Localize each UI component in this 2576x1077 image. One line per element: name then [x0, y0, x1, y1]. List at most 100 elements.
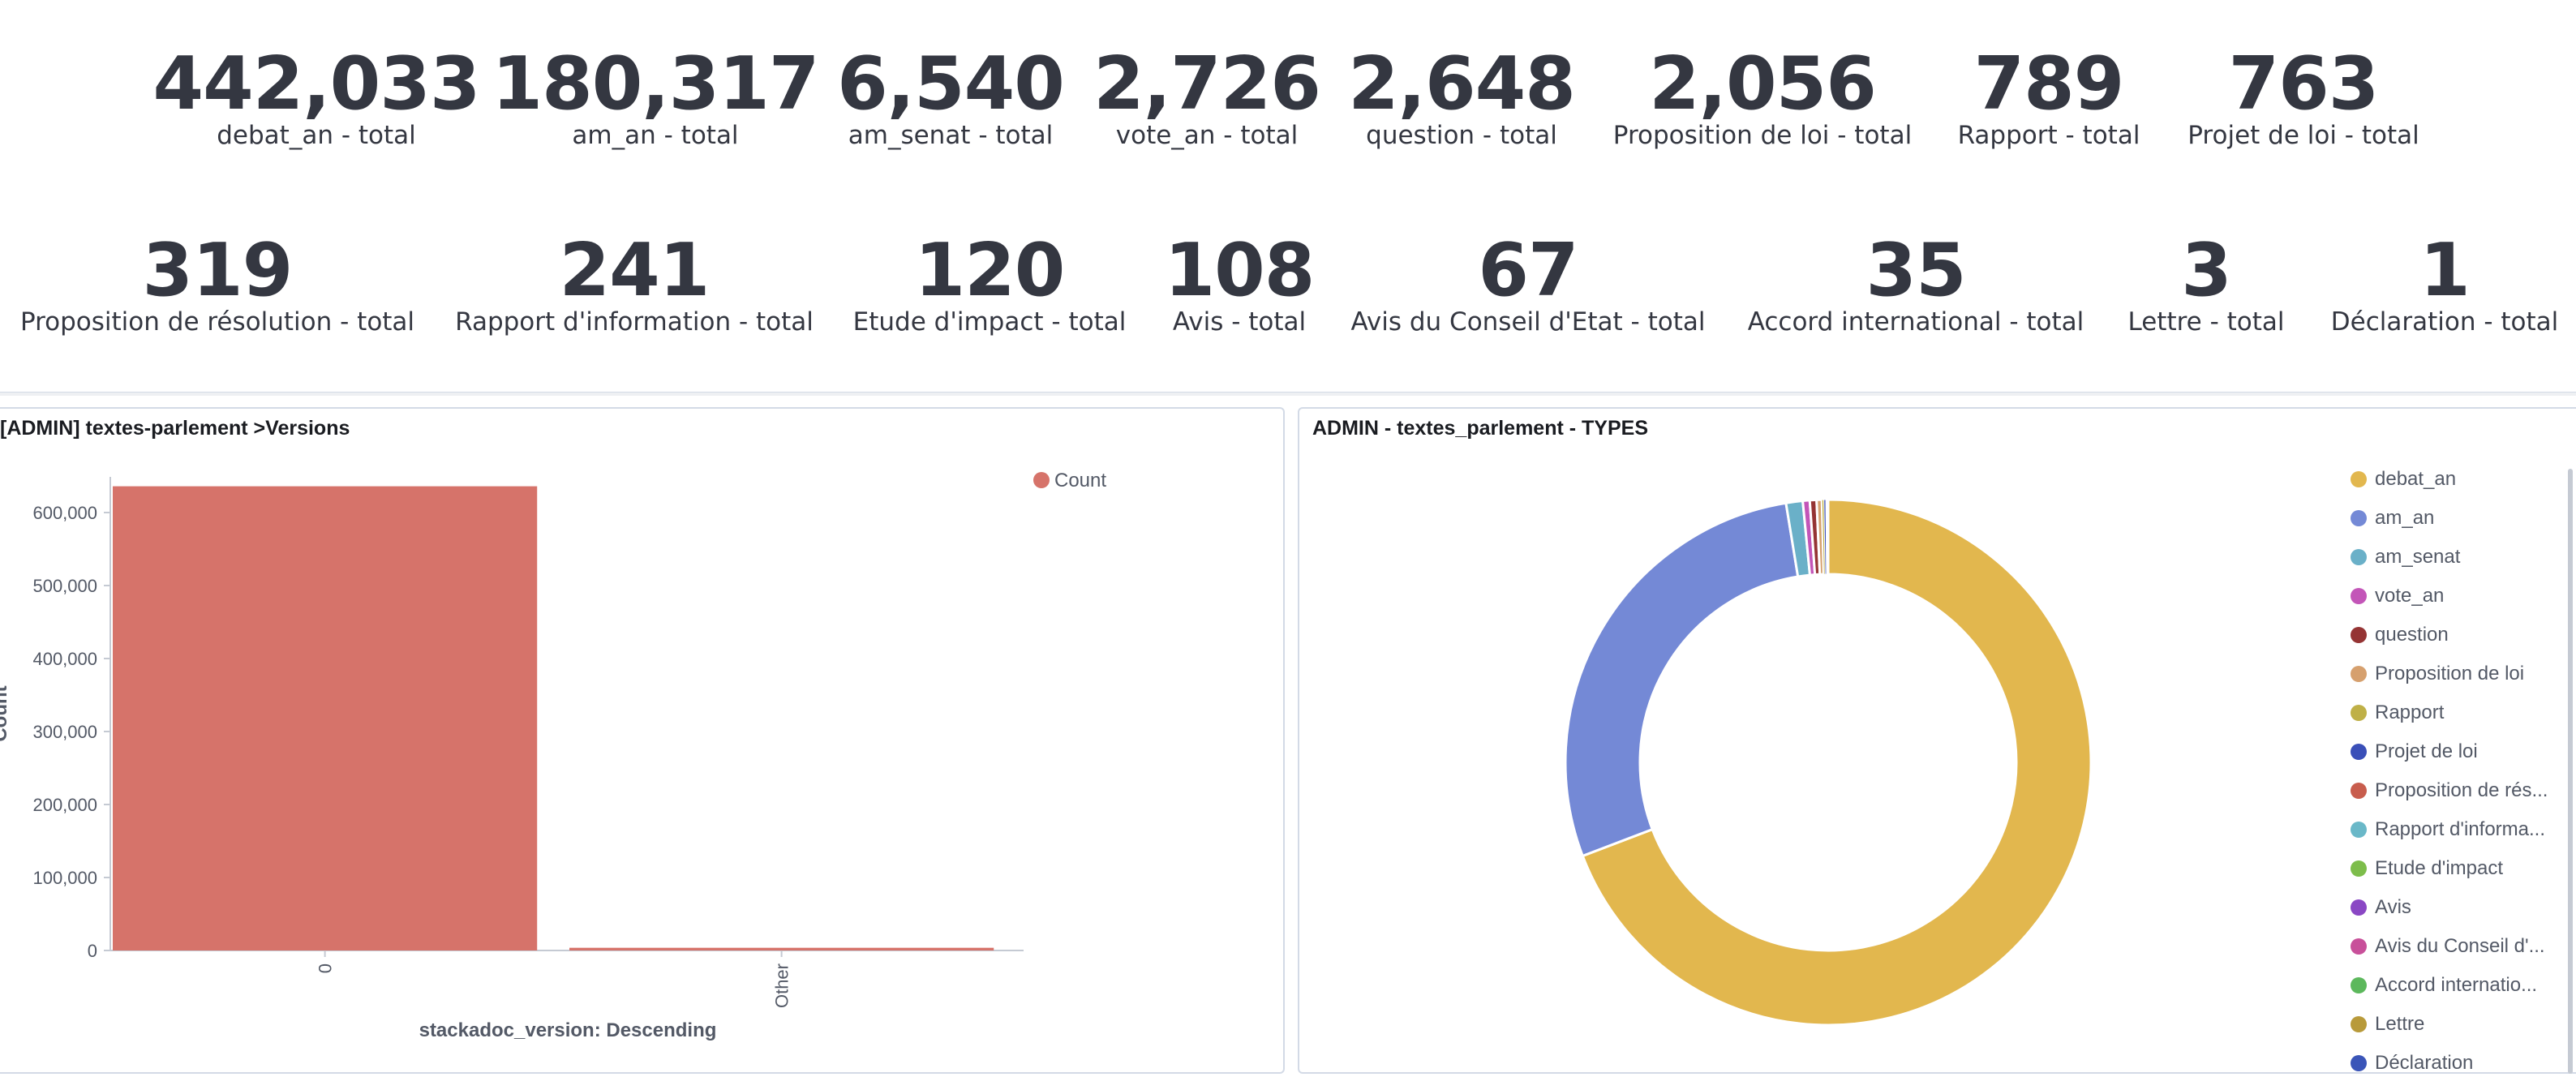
legend-scrollbar[interactable] [2568, 469, 2573, 1074]
metric-value: 2,726 [1093, 47, 1320, 122]
legend-dot [2351, 783, 2367, 799]
versions-bar-chart: 0 100,000 200,000 300,000 400,000 500,000 600,… [0, 438, 1282, 1071]
legend-dot [2351, 899, 2367, 916]
legend-label: am_an [2375, 504, 2561, 532]
metric-value: 241 [455, 234, 814, 308]
metric-label: Etude d'impact - total [853, 308, 1127, 336]
types-donut-chart [1541, 478, 2109, 1046]
legend-dot [2351, 588, 2367, 604]
y-tick-label: 500,000 [32, 576, 97, 596]
legend-label: Déclaration [2375, 1049, 2561, 1077]
metric-label: question - total [1348, 122, 1575, 149]
metric-value: 120 [853, 234, 1127, 308]
metric-label: am_senat - total [837, 122, 1064, 149]
metric-value: 35 [1748, 234, 2084, 308]
legend-dot [2351, 1055, 2367, 1071]
metric-value: 763 [2187, 47, 2419, 122]
versions-panel-title: [ADMIN] textes-parlement >Versions [0, 417, 350, 440]
metric-label: Déclaration - total [2331, 308, 2559, 336]
y-tick-label: 100,000 [32, 868, 97, 888]
metric-value: 789 [1958, 47, 2140, 122]
y-tick-label: 400,000 [32, 649, 97, 669]
legend-dot [2351, 977, 2367, 993]
y-tick-label: 600,000 [32, 503, 97, 523]
legend-label: Avis du Conseil d'... [2375, 933, 2561, 960]
legend-label: debat_an [2375, 466, 2561, 493]
legend-label: Lettre [2375, 1010, 2561, 1038]
legend-dot [2351, 822, 2367, 838]
legend-dot [2351, 549, 2367, 565]
legend-label: Count [1054, 470, 1106, 491]
metric-label: Rapport - total [1958, 122, 2140, 149]
donut-slice [1565, 503, 1798, 856]
types-panel-title: ADMIN - textes_parlement - TYPES [1312, 417, 1648, 440]
metric-value: 67 [1351, 234, 1706, 308]
section-divider [0, 392, 2576, 396]
metric-label: Lettre - total [2127, 308, 2284, 336]
metric-label: Avis du Conseil d'Etat - total [1351, 308, 1706, 336]
legend-label: vote_an [2375, 582, 2561, 610]
metric-value: 1 [2331, 234, 2559, 308]
legend-label: Rapport d'informa... [2375, 816, 2561, 843]
metric-label: Avis - total [1165, 308, 1315, 336]
legend-label: am_senat [2375, 543, 2561, 571]
legend-label: Etude d'impact [2375, 855, 2561, 882]
legend-dot [2351, 705, 2367, 721]
y-tick-label: 0 [88, 941, 97, 961]
metric-label: Rapport d'information - total [455, 308, 814, 336]
metric-value: 319 [20, 234, 414, 308]
legend-dot [2351, 860, 2367, 877]
legend-label: Projet de loi [2375, 738, 2561, 766]
legend-dot [1033, 472, 1050, 488]
x-axis-label: stackadoc_version: Descending [419, 1019, 717, 1041]
legend-dot [2351, 510, 2367, 526]
legend-label: Avis [2375, 894, 2561, 921]
y-tick-label: 300,000 [32, 722, 97, 742]
metric-value: 3 [2127, 234, 2284, 308]
metric-label: Accord international - total [1748, 308, 2084, 336]
metric-value: 2,056 [1613, 47, 1912, 122]
legend-label: question [2375, 621, 2561, 649]
metric-value: 2,648 [1348, 47, 1575, 122]
metric-value: 108 [1165, 234, 1315, 308]
legend-dot [2351, 471, 2367, 487]
bar [569, 948, 994, 950]
x-tick-label: Other [772, 963, 792, 1008]
metric-label: Proposition de loi - total [1613, 122, 1912, 149]
bar [113, 487, 537, 950]
legend-dot [2351, 744, 2367, 760]
metric-label: vote_an - total [1093, 122, 1320, 149]
legend-dot [2351, 627, 2367, 643]
legend-label: Proposition de rés... [2375, 777, 2561, 805]
legend-dot [2351, 1016, 2367, 1032]
legend-dot [2351, 666, 2367, 682]
metric-value: 442,033 [153, 47, 480, 122]
legend-label: Rapport [2375, 699, 2561, 727]
metric-value: 180,317 [492, 47, 819, 122]
legend-label: Proposition de loi [2375, 660, 2561, 688]
metric-label: Proposition de résolution - total [20, 308, 414, 336]
x-tick-label: 0 [316, 963, 336, 973]
y-tick-label: 200,000 [32, 795, 97, 815]
y-axis-label: Count [0, 685, 11, 741]
metric-label: Projet de loi - total [2187, 122, 2419, 149]
legend-dot [2351, 938, 2367, 955]
metric-value: 6,540 [837, 47, 1064, 122]
legend-label: Accord internatio... [2375, 972, 2561, 999]
